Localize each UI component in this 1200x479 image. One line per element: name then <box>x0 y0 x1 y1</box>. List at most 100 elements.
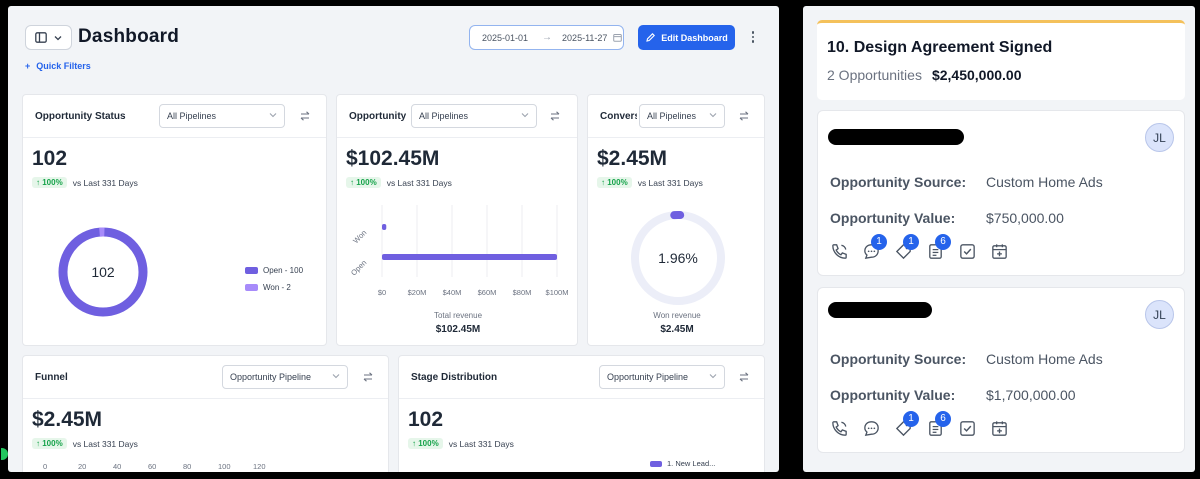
opportunity-status-card: Opportunity Status All Pipelines 102 ↑ 1… <box>22 94 327 346</box>
swap-icon[interactable] <box>362 371 374 383</box>
metric-value: $2.45M <box>32 408 103 431</box>
pipeline-stage-panel: 10. Design Agreement Signed 2 Opportunit… <box>803 6 1195 472</box>
source-value: Custom Home Ads <box>986 174 1103 190</box>
stage-title: 10. Design Agreement Signed <box>827 39 1053 56</box>
note-icon[interactable]: 6 <box>926 410 951 438</box>
calendar-add-icon[interactable] <box>990 419 1009 438</box>
legend-item: 1. New Lead... <box>650 459 715 468</box>
tag-count-badge: 1 <box>903 233 919 250</box>
quick-filters-label: Quick Filters <box>36 61 91 71</box>
legend-label: 1. New Lead... <box>667 459 716 468</box>
revenue-bar-chart: $0 $20M $40M $60M $80M $100M Won Open <box>349 205 569 297</box>
metric-delta: ↑ 100% vs Last 331 Days <box>32 177 138 188</box>
chevron-down-icon <box>332 374 340 379</box>
source-row: Opportunity Source: Custom Home Ads <box>830 351 1103 367</box>
legend-swatch <box>245 284 258 291</box>
y-category-label: Won <box>351 228 368 245</box>
legend-item: Won - 2 <box>245 283 291 292</box>
source-row: Opportunity Source: Custom Home Ads <box>830 174 1103 190</box>
card-header: Opportunity Status All Pipelines <box>23 95 326 138</box>
pipeline-select[interactable]: All Pipelines <box>639 104 725 128</box>
dashboard-panel: Dashboard 2025-01-01 → 2025-11-27 Edit D… <box>8 6 779 472</box>
x-tick-label: $40M <box>443 288 462 297</box>
opportunity-value: $750,000.00 <box>986 210 1064 226</box>
funnel-tick-label: 100 <box>218 462 231 471</box>
card-header: Stage Distribution Opportunity Pipeline <box>399 356 764 399</box>
legend-swatch <box>245 267 258 274</box>
funnel-tick-label: 40 <box>113 462 122 471</box>
pipeline-select[interactable]: Opportunity Pipeline <box>222 365 348 389</box>
calendar-add-icon[interactable] <box>990 242 1009 261</box>
layout-toggle-button[interactable] <box>25 25 72 50</box>
funnel-card: Funnel Opportunity Pipeline $2.45M ↑ 100… <box>22 355 389 472</box>
chat-icon[interactable]: 1 <box>862 233 887 261</box>
phone-icon[interactable] <box>830 242 849 261</box>
pipeline-select[interactable]: All Pipelines <box>159 104 285 128</box>
tag-icon[interactable]: 1 <box>894 410 919 438</box>
status-donut-chart: 102 <box>58 227 148 317</box>
page-title: Dashboard <box>78 26 180 47</box>
tag-count-badge: 1 <box>903 410 919 427</box>
stage-total: $2,450,000.00 <box>931 67 1022 83</box>
task-check-icon[interactable] <box>958 419 977 438</box>
metric-delta: ↑ 100% vs Last 331 Days <box>346 177 452 188</box>
card-header: Convers All Pipelines <box>588 95 764 138</box>
value-label: Opportunity Value: <box>830 210 956 226</box>
delta-badge: ↑ 100% <box>32 438 67 449</box>
phone-icon[interactable] <box>830 419 849 438</box>
source-value: Custom Home Ads <box>986 351 1103 367</box>
delta-compare: vs Last 331 Days <box>448 438 514 449</box>
select-value: Opportunity Pipeline <box>230 372 312 382</box>
quick-filters-link[interactable]: + Quick Filters <box>25 61 91 71</box>
chart-caption: Won revenue <box>653 311 701 320</box>
delta-badge: ↑ 100% <box>597 177 632 188</box>
select-value: Opportunity Pipeline <box>607 372 689 382</box>
chat-icon[interactable] <box>862 419 881 438</box>
select-value: All Pipelines <box>419 111 469 121</box>
funnel-tick-label: 80 <box>183 462 192 471</box>
date-range-picker[interactable]: 2025-01-01 → 2025-11-27 <box>469 25 624 50</box>
more-options-icon[interactable] <box>747 28 759 46</box>
opportunity-value-card: Opportunity All Pipelines $102.45M ↑ 100… <box>336 94 578 346</box>
layout-icon <box>35 32 47 43</box>
conversion-gauge: 1.96% <box>631 211 725 305</box>
stage-header-card: 10. Design Agreement Signed 2 Opportunit… <box>817 20 1185 100</box>
card-header: Opportunity All Pipelines <box>337 95 577 138</box>
swap-icon[interactable] <box>549 110 561 122</box>
x-tick-label: $0 <box>378 288 386 297</box>
edit-dashboard-label: Edit Dashboard <box>661 32 728 43</box>
conversion-arc <box>631 211 725 305</box>
redacted-name <box>828 302 932 318</box>
card-title: Funnel <box>35 372 68 383</box>
delta-compare: vs Last 331 Days <box>637 177 703 188</box>
calendar-icon <box>613 34 623 42</box>
card-actions: 1 6 <box>830 410 1009 439</box>
chat-count-badge: 1 <box>871 233 887 250</box>
delta-compare: vs Last 331 Days <box>386 177 452 188</box>
legend-label: Won - 2 <box>263 283 291 292</box>
tag-icon[interactable]: 1 <box>894 233 919 261</box>
x-tick-label: $60M <box>478 288 497 297</box>
pipeline-select[interactable]: All Pipelines <box>411 104 537 128</box>
funnel-tick-label: 20 <box>78 462 87 471</box>
avatar[interactable]: JL <box>1145 300 1174 329</box>
avatar[interactable]: JL <box>1145 123 1174 152</box>
swap-icon[interactable] <box>299 110 311 122</box>
card-title: Convers <box>600 111 637 122</box>
pipeline-select[interactable]: Opportunity Pipeline <box>599 365 725 389</box>
chart-total: $102.45M <box>435 324 481 335</box>
edit-dashboard-button[interactable]: Edit Dashboard <box>638 25 735 50</box>
swap-icon[interactable] <box>738 110 750 122</box>
opportunity-card[interactable]: JL Opportunity Source: Custom Home Ads Op… <box>817 287 1185 453</box>
card-title: Opportunity Status <box>35 111 126 122</box>
note-icon[interactable]: 6 <box>926 233 951 261</box>
source-label: Opportunity Source: <box>830 174 967 190</box>
task-check-icon[interactable] <box>958 242 977 261</box>
swap-icon[interactable] <box>738 371 750 383</box>
chevron-down-icon <box>709 113 717 118</box>
redacted-name <box>828 129 964 145</box>
x-tick-label: $100M <box>546 288 569 297</box>
chart-x-caption: Total revenue <box>433 311 483 320</box>
opportunity-card[interactable]: JL Opportunity Source: Custom Home Ads Op… <box>817 110 1185 276</box>
card-title: Opportunity <box>349 111 407 122</box>
